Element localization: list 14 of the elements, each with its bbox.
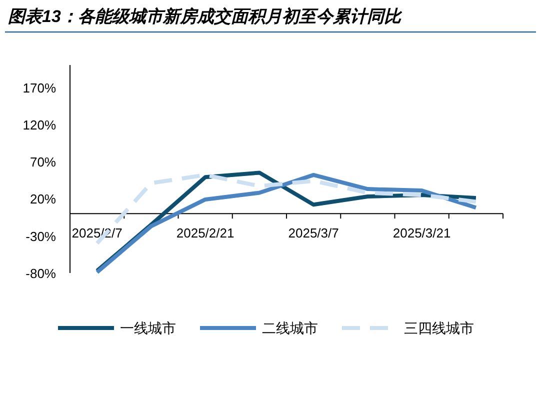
y-tick-label: 70% (30, 154, 56, 170)
x-tick-label: 2025/2/7 (72, 226, 122, 241)
chart-title: 图表13：各能级城市新房成交面积月初至今累计同比 (8, 7, 403, 26)
legend-label: 二线城市 (262, 320, 318, 336)
x-tick-label: 2025/2/21 (176, 226, 234, 241)
x-tick-label: 2025/3/21 (392, 226, 451, 241)
y-tick-label: 120% (22, 117, 56, 132)
y-tick-label: -30% (26, 228, 56, 244)
y-tick-label: 20% (30, 192, 56, 207)
x-tick-label: 2025/3/7 (288, 226, 339, 241)
y-tick-label: 170% (22, 80, 56, 96)
y-tick-label: -80% (26, 266, 56, 281)
legend-label: 一线城市 (120, 320, 176, 336)
legend-label: 三四线城市 (404, 320, 474, 336)
